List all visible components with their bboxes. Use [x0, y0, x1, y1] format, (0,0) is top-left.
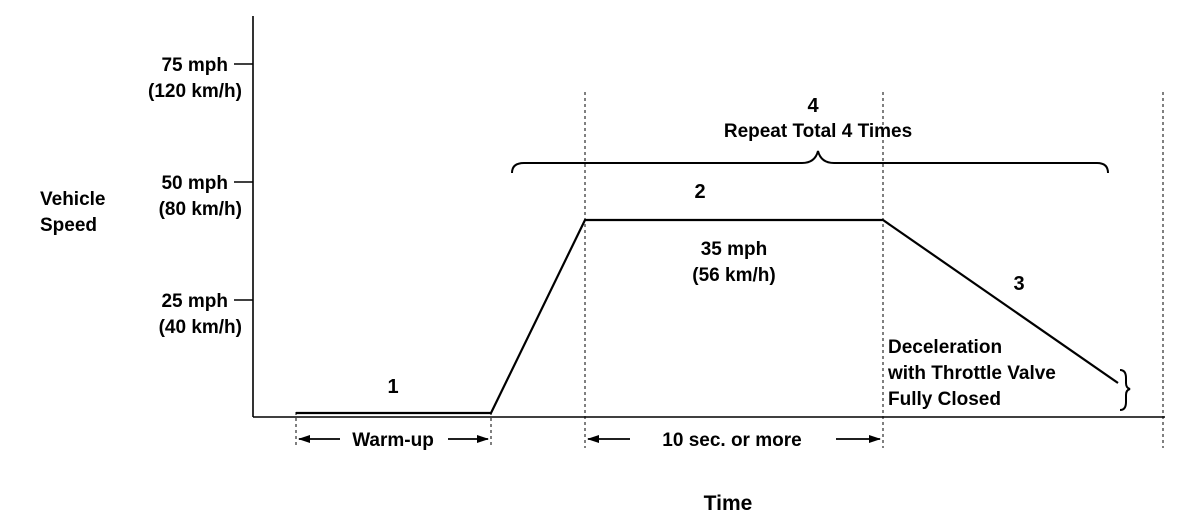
- decel-end-brace: [1119, 369, 1131, 411]
- tick-label-40-kmh: (40 km/h): [159, 317, 242, 338]
- repeat-label: Repeat Total 4 Times: [724, 121, 912, 142]
- warmup-label: Warm-up: [352, 430, 434, 451]
- decel-note-line2: with Throttle Valve: [887, 363, 1056, 384]
- step-2-label: 2: [694, 181, 705, 203]
- cruise-speed-kmh: (56 km/h): [692, 265, 775, 286]
- y-axis-label-line1: Vehicle: [40, 189, 106, 210]
- x-axis-label: Time: [704, 492, 753, 515]
- tick-label-80-kmh: (80 km/h): [159, 199, 242, 220]
- tick-label-50-mph: 50 mph: [161, 173, 228, 194]
- cruise-speed-mph: 35 mph: [701, 239, 768, 260]
- y-axis-label-line2: Speed: [40, 215, 97, 236]
- tick-label-75-mph: 75 mph: [161, 55, 228, 76]
- repeat-brace: [511, 150, 1109, 174]
- tick-label-25-mph: 25 mph: [161, 291, 228, 312]
- hold-label: 10 sec. or more: [662, 430, 801, 451]
- tick-label-120-kmh: (120 km/h): [148, 81, 242, 102]
- step-1-label: 1: [387, 376, 398, 398]
- speed-trace: [296, 218, 1119, 415]
- step-3-label: 3: [1013, 273, 1024, 295]
- decel-note-line1: Deceleration: [888, 337, 1002, 358]
- decel-note-line3: Fully Closed: [888, 389, 1001, 410]
- step-4-label: 4: [807, 95, 819, 117]
